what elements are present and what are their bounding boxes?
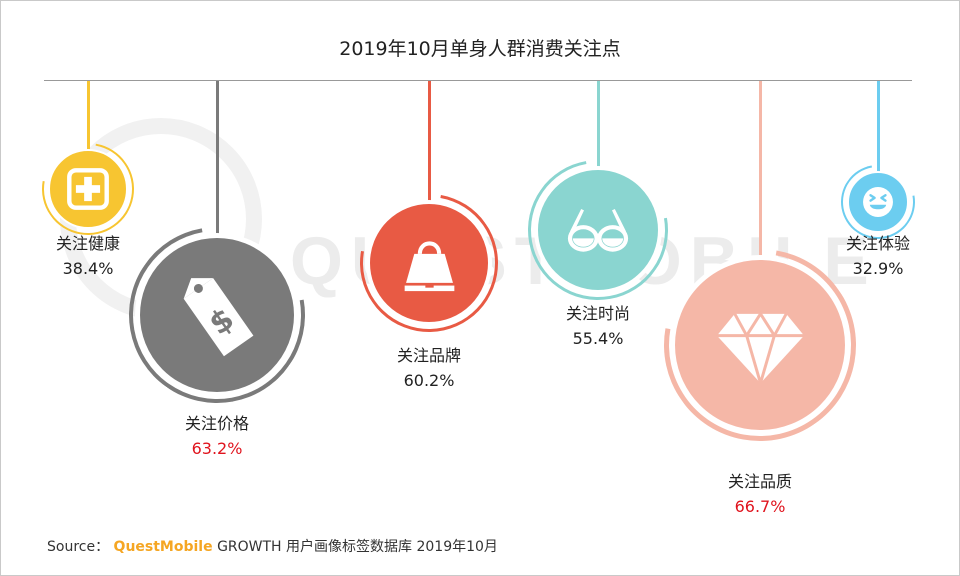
chart-title: 2019年10月单身人群消费关注点: [339, 38, 621, 60]
source-prefix: Source：: [47, 539, 110, 555]
first-aid-cross-icon: [66, 167, 110, 211]
bubble-string: [427, 81, 431, 202]
source-brand: QuestMobile: [113, 539, 213, 555]
bubble-string: [876, 81, 880, 173]
laughing-face-icon: [861, 185, 895, 219]
source-note: Source： QuestMobile GROWTH 用户画像标签数据库 201…: [47, 536, 498, 556]
bubble-label: 关注品质 66.7%: [700, 470, 820, 520]
bubble-4: [534, 166, 662, 294]
value-label: 55.4%: [572, 328, 624, 348]
bubble-string: [758, 81, 762, 257]
bubble-label: 关注价格 63.2%: [157, 412, 277, 462]
category-label: 关注价格: [184, 414, 249, 433]
price-tag-icon: $: [172, 270, 262, 360]
category-label: 关注时尚: [565, 304, 630, 323]
hanging-rail: [44, 80, 912, 81]
value-label: 63.2%: [191, 438, 243, 458]
value-label: 38.4%: [62, 258, 114, 278]
bubble-label: 关注品牌 60.2%: [369, 344, 489, 394]
shopping-bag-icon: [395, 229, 464, 298]
category-label: 关注健康: [55, 234, 120, 253]
bubble-string: [596, 81, 600, 168]
bubble-string: [86, 81, 90, 151]
category-label: 关注品牌: [396, 346, 461, 365]
bubble-label: 关注健康 38.4%: [28, 232, 148, 282]
bubble-6: [847, 171, 909, 233]
value-label: 66.7%: [734, 496, 786, 516]
sunglasses-icon: [563, 195, 633, 265]
bubble-label: 关注体验 32.9%: [818, 232, 938, 282]
value-label: 32.9%: [852, 258, 904, 278]
source-rest: GROWTH 用户画像标签数据库 2019年10月: [217, 539, 498, 555]
value-label: 60.2%: [403, 370, 455, 390]
bubble-string: [215, 81, 219, 235]
diamond-icon: [711, 296, 810, 395]
category-label: 关注体验: [845, 234, 910, 253]
category-label: 关注品质: [727, 472, 792, 491]
bubble-label: 关注时尚 55.4%: [538, 302, 658, 352]
